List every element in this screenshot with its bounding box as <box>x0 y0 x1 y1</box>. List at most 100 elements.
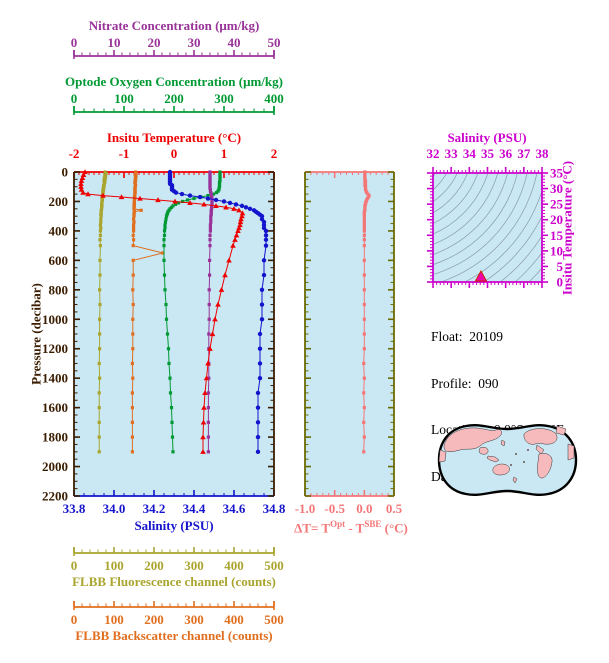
salinity-tick-label: 34.4 <box>183 501 206 516</box>
map-island <box>514 452 518 456</box>
pressure-tick-label: 1800 <box>42 430 68 445</box>
pressure-tick-label: 1400 <box>42 371 68 386</box>
pressure-tick-label: 200 <box>49 194 69 209</box>
delta-title-sup-opt: Opt <box>330 519 346 529</box>
fluorescence-tick-label: 400 <box>224 558 244 573</box>
float-id-line: Float: 20109 <box>431 329 504 344</box>
delta-plot-area <box>305 172 394 496</box>
ts-salinity-tick-label: 36 <box>499 146 513 161</box>
pressure-tick-label: 1200 <box>42 341 68 356</box>
profile-line: Profile: 090 <box>431 375 499 391</box>
salinity-tick-label: 34.6 <box>223 501 246 516</box>
nitrate-profile-markers <box>206 170 214 454</box>
temperature-tick-label: -2 <box>69 146 80 161</box>
ts-temperature-tick-label: 5 <box>557 259 564 274</box>
map-indonesia <box>486 455 500 463</box>
map-island <box>509 463 513 467</box>
nitrate-axis-title: Nitrate Concentration (μm/kg) <box>88 18 260 33</box>
ts-position-marker <box>474 269 488 282</box>
oxygen-tick-label: 200 <box>164 91 184 106</box>
nitrate-tick-label: 20 <box>148 35 161 50</box>
nitrate-tick-label: 30 <box>188 35 201 50</box>
map-india-seasia <box>478 446 489 455</box>
ts-salinity-bottom-axis <box>432 281 543 288</box>
pressure-tick-label: 600 <box>49 253 69 268</box>
pressure-tick-label: 0 <box>62 165 69 180</box>
salinity-axis: 33.8 34.0 34.2 34.4 34.6 34.8 <box>63 490 286 516</box>
backscatter-profile-markers <box>130 170 165 454</box>
map-island <box>526 448 530 452</box>
backscatter-tick-label: 200 <box>144 612 164 627</box>
map-landmasses <box>438 425 575 484</box>
temperature-tick-label: 2 <box>271 146 278 161</box>
salinity-tick-label: 34.0 <box>103 501 126 516</box>
temperature-tick-label: 1 <box>221 146 228 161</box>
map-africa-west-edge <box>438 449 447 463</box>
oxygen-profile-markers <box>162 170 222 454</box>
nitrate-tick-label: 50 <box>268 35 281 50</box>
delta-pressure-axis <box>304 171 311 497</box>
ts-salinity-title: Salinity (PSU) <box>447 130 527 145</box>
map-greenland <box>555 425 567 436</box>
main-plot-area <box>74 172 274 496</box>
delta-title-sup-sbe: SBE <box>364 519 382 529</box>
ts-temperature-tick-label: 25 <box>550 197 564 212</box>
delta-t-axis: -1.0 -0.5 0.0 0.5 <box>295 490 403 516</box>
delta-title-post: (°C) <box>381 520 408 536</box>
map-eurasia <box>443 427 502 452</box>
map-north-america <box>523 428 558 445</box>
fluorescence-tick-label: 500 <box>264 558 284 573</box>
ts-temperature-left-axis <box>427 172 434 283</box>
nitrate-tick-label: 40 <box>228 35 241 50</box>
ts-temperature-tick-label: 35 <box>550 166 564 181</box>
pressure-axis-title: Pressure (decibar) <box>28 283 44 385</box>
backscatter-tick-label: 100 <box>104 612 124 627</box>
ts-salinity-tick-label: 35 <box>481 146 495 161</box>
delta-t-tick-label: -0.5 <box>324 501 345 516</box>
pressure-tick-label: 800 <box>49 282 69 297</box>
fluorescence-axis-title: FLBB Fluorescence channel (counts) <box>72 574 276 589</box>
delta-title-mid: - T <box>345 520 365 536</box>
ts-salinity-tick-label: 32 <box>427 146 440 161</box>
delta-t-tick-label: 0.5 <box>386 501 403 516</box>
ts-salinity-tick-label: 33 <box>445 146 459 161</box>
oxygen-tick-label: 100 <box>114 91 134 106</box>
delta-t-profile-markers <box>362 170 371 454</box>
ts-salinity-tick-label: 37 <box>517 146 531 161</box>
map-island <box>522 460 526 464</box>
fluorescence-tick-label: 0 <box>71 558 78 573</box>
pressure-tick-label: 2200 <box>42 489 68 504</box>
ts-temperature-tick-label: 0 <box>557 275 564 290</box>
map-australia <box>492 463 510 476</box>
backscatter-tick-label: 0 <box>71 612 78 627</box>
map-new-zealand <box>512 476 518 484</box>
delta-t-tick-label: -1.0 <box>295 501 316 516</box>
salinity-axis-title: Salinity (PSU) <box>134 518 214 533</box>
ts-temperature-tick-label: 30 <box>550 181 563 196</box>
salinity-tick-label: 34.2 <box>143 501 166 516</box>
salinity-tick-label: 33.8 <box>63 501 86 516</box>
pressure-right-axis <box>268 171 275 497</box>
backscatter-tick-label: 500 <box>264 612 284 627</box>
ts-salinity-tick-label: 34 <box>463 146 477 161</box>
nitrate-tick-label: 10 <box>108 35 121 50</box>
fluorescence-axis: 0 100 200 300 400 500 <box>71 547 284 573</box>
map-japan <box>500 439 506 447</box>
nitrate-tick-label: 0 <box>71 35 78 50</box>
fluorescence-tick-label: 100 <box>104 558 124 573</box>
fluorescence-tick-label: 300 <box>184 558 204 573</box>
map-africa-east-edge <box>567 443 575 461</box>
temperature-tick-label: 0 <box>171 146 178 161</box>
salinity-tick-label: 34.8 <box>263 501 286 516</box>
pressure-tick-label: 1000 <box>42 312 68 327</box>
oxygen-tick-label: 400 <box>264 91 284 106</box>
fluorescence-tick-label: 200 <box>144 558 164 573</box>
backscatter-axis: 0 100 200 300 400 500 <box>71 601 284 627</box>
ts-temperature-tick-label: 15 <box>550 228 564 243</box>
pressure-axis: 0 200 400 600 800 1000 1200 1400 1600 1800 2000 220… <box>42 165 80 504</box>
ts-temperature-label: Insitu Temperature (°C) <box>559 160 575 296</box>
ts-salinity-tick-label: 38 <box>536 146 550 161</box>
oxygen-axis-title: Optode Oxygen Concentration (μm/kg) <box>65 74 283 89</box>
pressure-tick-label: 400 <box>49 223 69 238</box>
